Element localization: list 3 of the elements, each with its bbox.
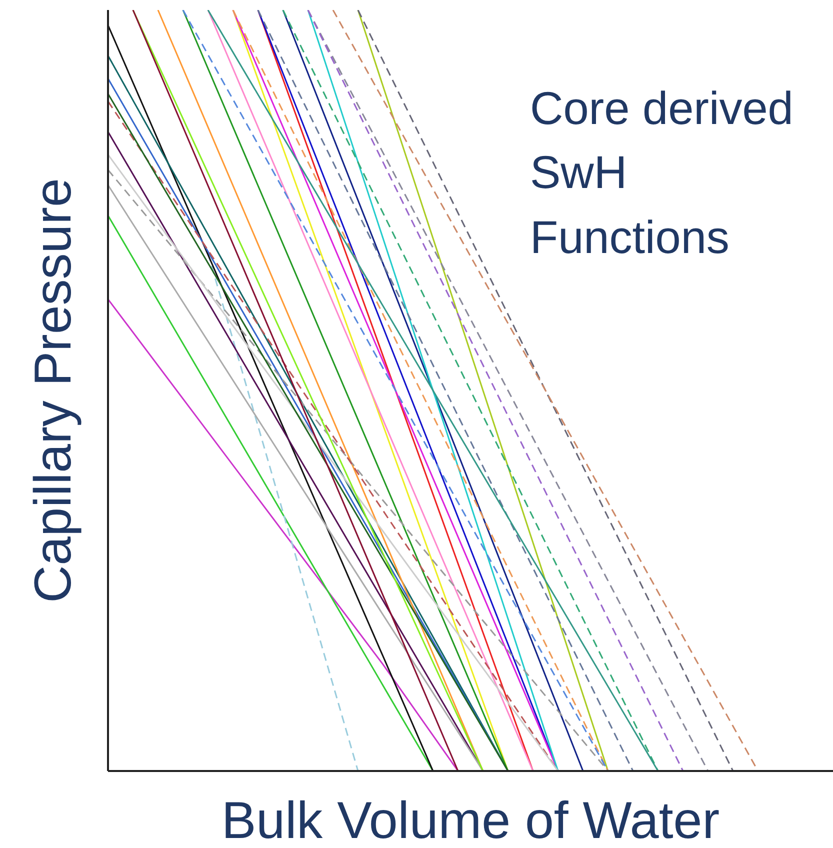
annotation: Core derived SwH Functions <box>530 81 794 265</box>
x-axis-title: Bulk Volume of Water <box>221 792 720 848</box>
y-axis-title: Capillary Pressure <box>24 178 82 603</box>
